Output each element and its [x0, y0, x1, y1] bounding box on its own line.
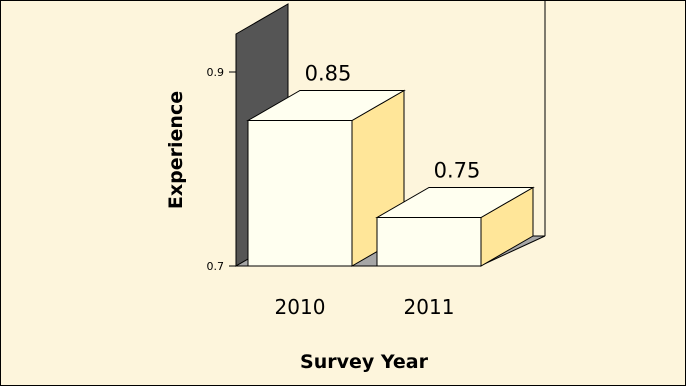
y-tick-label: 0.7 — [207, 260, 225, 273]
y-axis-label: Experience — [165, 91, 187, 209]
bar-2011 — [375, 186, 535, 267]
data-label: 0.85 — [305, 62, 352, 86]
bar-front-face — [247, 120, 353, 267]
x-tick-labels: 2010 2011 — [275, 295, 455, 319]
y-axis: 0.7 0.9 — [207, 66, 236, 273]
bars: 0.85 0.75 — [246, 62, 535, 267]
bar-front-face — [376, 217, 482, 267]
y-tick-label: 0.9 — [207, 66, 225, 79]
x-tick-label: 2011 — [404, 295, 455, 319]
data-label: 0.75 — [434, 159, 481, 183]
x-tick-label: 2010 — [275, 295, 326, 319]
x-axis-label: Survey Year — [300, 351, 429, 373]
